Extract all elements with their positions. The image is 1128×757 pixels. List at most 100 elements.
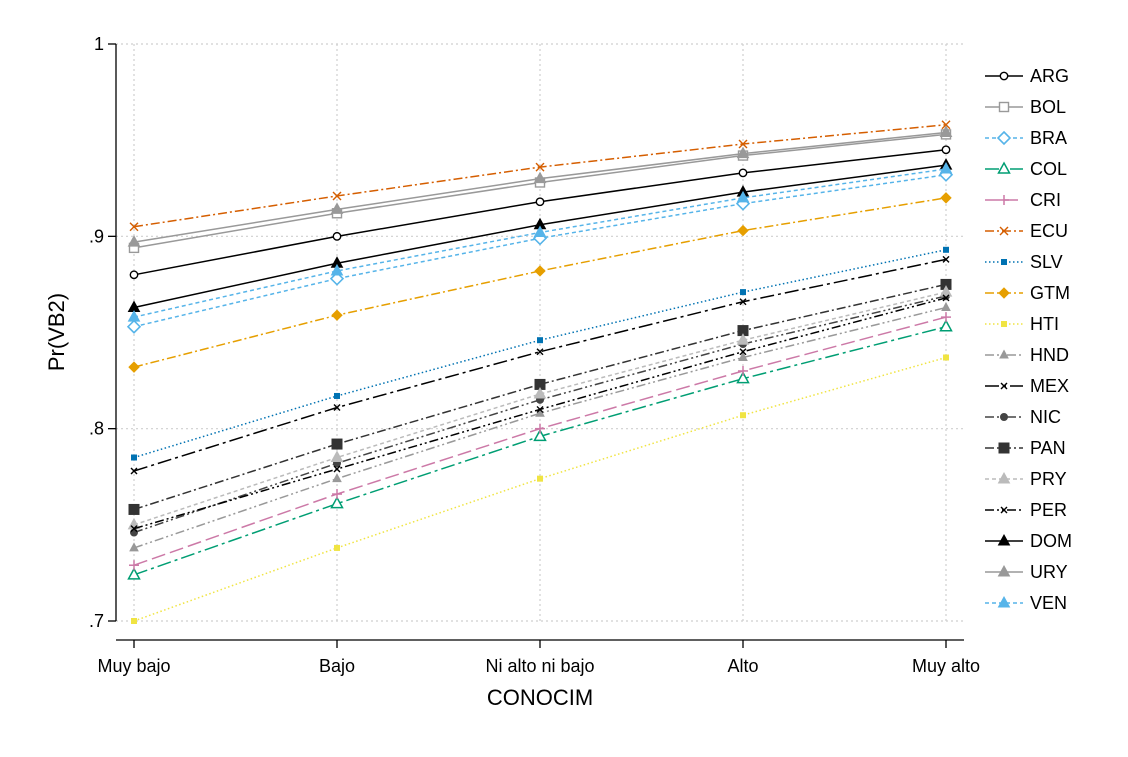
legend-label: PER: [1030, 500, 1067, 520]
data-point-hnd: [738, 351, 748, 362]
series-line-pry: [133, 291, 947, 526]
legend-entry-ury: URY: [985, 562, 1068, 582]
data-point-hnd: [332, 473, 342, 483]
data-point-per: [739, 348, 747, 356]
legend-label: HND: [1030, 345, 1069, 365]
y-axis-title: Pr(VB2): [44, 293, 69, 371]
legend-marker: [997, 471, 1011, 484]
legend-entry-slv: SLV: [985, 252, 1063, 272]
data-point-ury: [939, 125, 953, 137]
plot-area: [126, 120, 954, 624]
legend-marker: [997, 533, 1011, 546]
legend-label: COL: [1030, 159, 1067, 179]
series-line-pan: [133, 283, 947, 511]
legend-entry-per: PER: [985, 500, 1067, 520]
legend-marker: [1000, 506, 1008, 514]
data-point-per: [130, 525, 138, 533]
data-point-slv: [943, 246, 949, 253]
legend-label: MEX: [1030, 376, 1069, 396]
data-point-mex: [739, 298, 747, 306]
legend-marker: [1001, 259, 1007, 265]
legend-entry-col: COL: [985, 159, 1067, 179]
series-line-hnd: [133, 306, 947, 549]
series-col: [127, 319, 953, 580]
legend-marker: [999, 195, 1009, 205]
x-tick-label: Ni alto ni bajo: [485, 656, 594, 676]
legend-marker: [999, 349, 1009, 359]
y-tick-label: .8: [89, 419, 104, 439]
series-ven: [127, 161, 953, 322]
marker-stroke: [129, 222, 139, 232]
legend-label: URY: [1030, 562, 1068, 582]
marker-stroke: [739, 298, 747, 306]
data-point-col: [330, 496, 344, 509]
y-tick-label: .9: [89, 226, 104, 246]
legend-entry-mex: MEX: [985, 376, 1069, 396]
legend-entry-gtm: GTM: [985, 283, 1070, 303]
grid-lines: [116, 43, 964, 622]
data-point-ven: [330, 263, 344, 276]
series-ury: [127, 125, 953, 247]
data-point-cri: [738, 365, 748, 376]
legend-entry-arg: ARG: [985, 66, 1069, 86]
legend-label: ECU: [1030, 221, 1068, 241]
legend-label: BRA: [1030, 128, 1067, 148]
data-point-hti: [740, 412, 746, 419]
legend-label: HTI: [1030, 314, 1059, 334]
legend-marker: [998, 101, 1010, 113]
legend-marker: [998, 442, 1010, 454]
data-point-pan: [331, 438, 343, 450]
legend-marker: [999, 226, 1009, 236]
legend-marker: [997, 595, 1011, 608]
marker-stroke: [1000, 382, 1008, 390]
data-point-nic: [130, 528, 138, 537]
data-point-arg: [738, 168, 748, 178]
legend-label: DOM: [1030, 531, 1072, 551]
legend-label: SLV: [1030, 252, 1063, 272]
legend-marker: [997, 161, 1011, 174]
legend-label: PAN: [1030, 438, 1066, 458]
data-point-mex: [536, 348, 544, 356]
data-point-col: [939, 319, 953, 332]
data-point-pry: [330, 450, 344, 463]
series-mex: [130, 255, 950, 475]
x-axis-title: CONOCIM: [487, 685, 593, 710]
series-per: [130, 294, 950, 533]
data-point-ecu: [941, 120, 951, 130]
data-point-mex: [942, 255, 950, 263]
series-hnd: [129, 301, 951, 552]
legend-label: PRY: [1030, 469, 1067, 489]
data-point-ecu: [535, 162, 545, 172]
series-pry: [127, 285, 953, 530]
legend-marker: [996, 130, 1012, 146]
marker-stroke: [1000, 506, 1008, 514]
series-pan: [128, 278, 952, 515]
data-point-arg: [332, 231, 342, 241]
y-tick-label: .7: [89, 611, 104, 631]
data-point-cri: [332, 489, 342, 500]
legend-label: ARG: [1030, 66, 1069, 86]
series-line-arg: [133, 149, 947, 276]
data-point-slv: [334, 392, 340, 399]
data-point-gtm: [331, 309, 343, 321]
series-hti: [131, 354, 949, 624]
data-point-pry: [533, 387, 547, 399]
legend-marker: [998, 287, 1010, 299]
data-point-ven: [939, 161, 953, 174]
marker-stroke: [999, 226, 1009, 236]
legend-entry-ecu: ECU: [985, 221, 1068, 241]
data-point-mex: [130, 467, 138, 475]
series-gtm: [128, 192, 952, 373]
data-point-per: [942, 294, 950, 302]
legend-entry-nic: NIC: [985, 407, 1061, 427]
y-tick-label: 1: [94, 34, 104, 54]
axes: .7 .8 .9 1 Muy bajo Bajo Ni alto ni bajo Alto Mu…: [89, 34, 980, 676]
data-point-ury: [127, 235, 141, 247]
legend-label: BOL: [1030, 97, 1066, 117]
legend-entry-bol: BOL: [985, 97, 1066, 117]
legend-marker: [1001, 321, 1007, 327]
data-point-ecu: [332, 191, 342, 201]
marker-stroke: [941, 120, 951, 130]
